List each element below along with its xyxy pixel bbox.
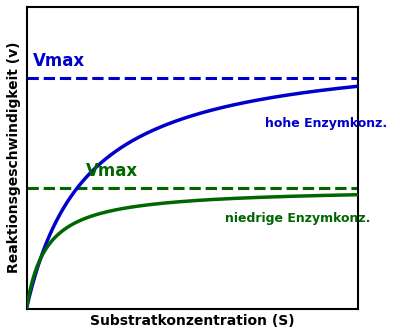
- Text: hohe Enzymkonz.: hohe Enzymkonz.: [265, 117, 387, 130]
- Text: Vmax: Vmax: [33, 52, 85, 70]
- X-axis label: Substratkonzentration (S): Substratkonzentration (S): [90, 314, 294, 328]
- Text: Vmax: Vmax: [86, 162, 138, 180]
- Text: niedrige Enzymkonz.: niedrige Enzymkonz.: [225, 212, 371, 225]
- Y-axis label: Reaktionsgeschwindigkeit (v): Reaktionsgeschwindigkeit (v): [7, 42, 21, 273]
